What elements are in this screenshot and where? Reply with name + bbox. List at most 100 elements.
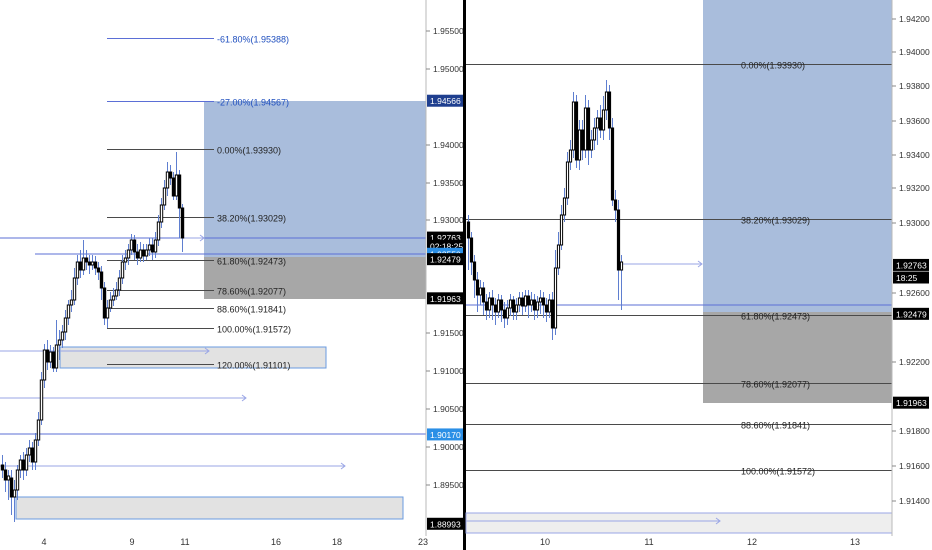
candle: [604, 80, 609, 120]
x-tick-label: 9: [129, 537, 134, 547]
candle: [111, 288, 116, 306]
candle: [147, 238, 152, 256]
candle: [63, 310, 68, 340]
candle: [105, 300, 110, 328]
candle: [511, 296, 516, 320]
x-tick-label: 4: [41, 537, 46, 547]
candle: [568, 140, 573, 170]
candle: [42, 344, 47, 388]
left-chart[interactable]: -61.80%(1.95388) -27.00%(1.94567) 0.00%(1.…: [0, 35, 426, 523]
y-tick-label: 1.91600: [899, 461, 930, 471]
y-axis-ticks: 1.94200 1.94000 1.93800 1.93600 1.93400 1.932…: [892, 14, 930, 506]
candle: [165, 162, 170, 196]
x-tick-label: 13: [850, 537, 860, 547]
candle: [81, 240, 86, 275]
y-tick-label: 1.93400: [899, 150, 930, 160]
price-tag: 1.92763: [893, 258, 929, 271]
candle: [490, 290, 495, 320]
candle: [3, 462, 8, 492]
price-tag: 18:25: [893, 271, 929, 284]
candle: [514, 298, 519, 320]
fib-level-label: 61.80%(1.92473): [217, 257, 286, 267]
candle: [66, 300, 71, 325]
candle: [150, 238, 155, 260]
y-axis-ticks: 1.95500 1.95000 1.94000 1.93500 1.93000 1.915…: [426, 26, 464, 490]
candle: [523, 290, 528, 312]
price-tag-label: 1.91963: [896, 398, 927, 408]
candle: [156, 215, 161, 246]
candle: [93, 256, 98, 275]
y-tick-label: 1.94000: [433, 140, 464, 150]
candle: [162, 180, 167, 210]
candle: [547, 294, 552, 318]
price-tag-label: 1.92479: [896, 309, 927, 319]
candle: [24, 448, 29, 476]
candle: [6, 470, 11, 500]
y-tick-label: 1.90000: [433, 442, 464, 452]
candle: [69, 290, 74, 312]
price-tag-label: 02:18:25: [430, 241, 463, 251]
price-tag: 1.91963: [893, 396, 929, 409]
candle: [559, 205, 564, 250]
candle: [601, 96, 606, 140]
candle: [541, 292, 546, 318]
candle: [153, 232, 158, 258]
candle: [550, 292, 555, 340]
price-tag: 1.90170: [427, 428, 465, 441]
y-tick-label: 1.93200: [899, 183, 930, 193]
x-tick-label: 16: [271, 537, 281, 547]
candle: [613, 190, 618, 222]
candle: [481, 282, 486, 315]
price-tag: 1.92479: [893, 307, 929, 320]
candle: [502, 302, 507, 328]
candle: [589, 130, 594, 158]
candlestick-series: [0, 152, 185, 522]
candle: [135, 244, 140, 265]
fib-level-label: 100.00%(1.91572): [217, 325, 291, 335]
y-tick-label: 1.91000: [433, 366, 464, 376]
candle: [159, 198, 164, 228]
candle: [616, 200, 621, 300]
candle: [520, 292, 525, 315]
candle: [45, 340, 50, 370]
candle: [75, 255, 80, 285]
candle: [60, 325, 65, 348]
fib-level-label: 78.60%(1.92077): [217, 287, 286, 297]
candle: [138, 242, 143, 262]
candle: [592, 118, 597, 150]
price-tag-label: 18:25: [896, 273, 918, 283]
y-tick-label: 1.93000: [899, 218, 930, 228]
candle: [484, 294, 489, 320]
x-tick-label: 12: [747, 537, 757, 547]
x-tick-label: 11: [180, 537, 189, 547]
candle: [9, 470, 14, 515]
y-tick-label: 1.95500: [433, 26, 464, 36]
candle: [571, 92, 576, 158]
fib-level-label: 38.20%(1.93029): [217, 214, 286, 224]
candle: [577, 120, 582, 170]
candle: [508, 294, 513, 316]
right-chart[interactable]: 0.00%(1.93930) 38.20%(1.93029) 61.80%(1.92…: [465, 0, 893, 534]
candle: [123, 250, 128, 270]
candle: [102, 282, 107, 325]
fib-level-label: 88.60%(1.91841): [741, 421, 810, 431]
candlestick-series: [466, 80, 624, 340]
candle: [526, 290, 531, 318]
candle: [120, 255, 125, 284]
fib-level-label: 61.80%(1.92473): [741, 312, 810, 322]
candle: [30, 442, 35, 470]
y-tick-label: 1.89500: [433, 480, 464, 490]
candle: [619, 255, 624, 310]
candle: [33, 433, 38, 470]
pane-divider[interactable]: [463, 0, 466, 550]
fibonacci-levels[interactable]: 0.00%(1.93930) 38.20%(1.93029) 61.80%(1.92…: [466, 61, 892, 477]
x-tick-label: 23: [418, 537, 428, 547]
candle: [499, 295, 504, 322]
fibonacci-levels[interactable]: -61.80%(1.95388) -27.00%(1.94567) 0.00%(1.…: [107, 35, 291, 371]
price-tag: 1.92479: [427, 253, 465, 266]
candle: [132, 235, 137, 260]
candle: [48, 345, 53, 368]
x-tick-label: 11: [644, 537, 653, 547]
